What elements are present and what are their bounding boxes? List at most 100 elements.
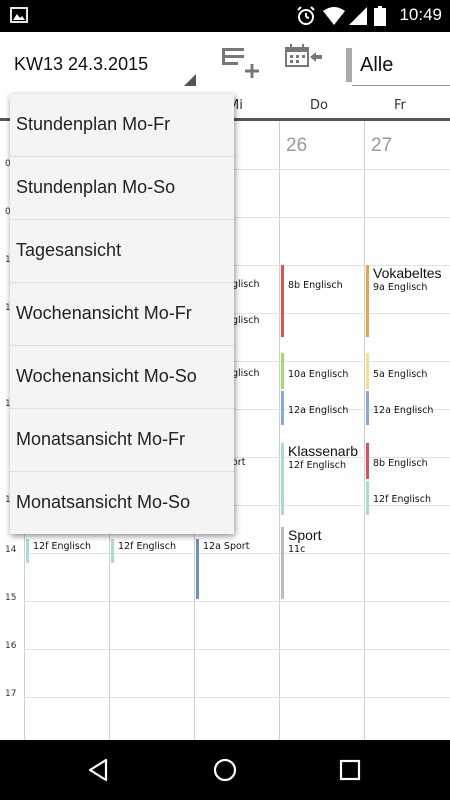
day-name-thu: Do [310,98,328,113]
event-color-bar [366,265,369,337]
home-icon[interactable] [211,756,239,784]
status-bar: 10:49 [0,0,450,32]
event-text: 12f Englisch [373,494,431,505]
event-block[interactable]: Vokabeltes 9a Englisch [366,265,450,337]
menu-item-stundenplan-mo-so[interactable]: Stundenplan Mo-So [10,157,234,220]
hour-label: 1 [5,255,11,265]
hour-label: 17 [5,689,17,699]
event-text: glisch [232,368,260,379]
menu-item-monatsansicht-mo-fr[interactable]: Monatsansicht Mo-Fr [10,409,234,472]
back-icon[interactable] [86,756,114,784]
menu-item-label: Tagesansicht [16,240,122,260]
event-color-bar [366,481,369,515]
grid-row-line [24,409,450,410]
event-block[interactable]: glisch [196,313,278,335]
filter-value: Alle [360,54,394,76]
event-color-bar [281,443,284,515]
menu-item-tagesansicht[interactable]: Tagesansicht [10,220,234,283]
grid-row-line [24,169,450,170]
event-block[interactable]: Klassenarb 12f Englisch [281,443,363,515]
grid-row-line [24,457,450,458]
image-notification-icon [10,7,28,23]
day-name-fri: Fr [394,98,406,113]
toolbar: KW13 24.3.2015 Alle [0,32,450,94]
grid-row-line [24,505,450,506]
event-text: glisch [232,279,260,290]
event-text: 10a Englisch [288,369,349,380]
event-block[interactable]: glisch [196,366,278,388]
battery-icon [374,6,386,26]
menu-item-wochenansicht-mo-so[interactable]: Wochenansicht Mo-So [10,346,234,409]
hour-label: 0 [5,207,11,217]
event-block[interactable]: 12f Englisch [26,539,108,563]
menu-item-stundenplan-mo-fr[interactable]: Stundenplan Mo-Fr [10,94,234,157]
event-block[interactable]: 10a Englisch [281,353,363,389]
event-text: 5a Englisch [373,369,428,380]
view-dropdown-menu: Stundenplan Mo-Fr Stundenplan Mo-So Tage… [10,94,234,534]
event-title: Sport [288,527,322,543]
event-color-bar [281,265,284,337]
event-block[interactable]: ort [196,455,278,477]
event-color-bar [26,539,29,563]
menu-item-label: Monatsansicht Mo-So [16,492,191,512]
event-block[interactable]: Sport 11c [281,527,363,599]
menu-item-label: Wochenansicht Mo-Fr [16,303,192,323]
menu-item-label: Stundenplan Mo-Fr [16,114,171,134]
grid-row-line [24,313,450,314]
event-block[interactable]: 12f Englisch [111,539,193,563]
signal-icon [349,7,367,25]
event-text: 12a Englisch [288,405,349,416]
event-block[interactable]: 12a Englisch [281,391,363,425]
event-text: glisch [232,315,260,326]
event-subtitle: 9a Englisch [373,282,428,293]
clock: 10:49 [399,5,442,24]
event-title: Klassenarb [288,443,359,459]
event-text: 12f Englisch [118,541,176,552]
event-subtitle: 12f Englisch [288,460,346,471]
week-label: KW13 24.3.2015 [14,54,149,74]
hour-label: 0 [5,159,11,169]
event-color-bar [111,539,114,563]
spinner-triangle-icon [184,74,196,86]
event-block[interactable]: 5a Englisch [366,353,450,389]
event-block[interactable]: 12a Englisch [366,391,450,425]
alarm-icon [297,6,315,25]
event-text: 12f Englisch [33,541,91,552]
event-text: 12a Sport [203,541,250,552]
date-number-thu: 26 [286,135,308,156]
wifi-icon [323,7,345,25]
grid-row-line [24,553,450,554]
add-event-icon[interactable] [220,42,262,82]
event-color-bar [281,527,284,599]
event-subtitle: 11c [288,544,306,555]
grid-row-line [24,265,450,266]
goto-today-icon[interactable] [284,42,324,78]
event-color-bar [366,353,369,389]
event-color-bar [281,391,284,425]
hour-label: 15 [5,593,17,603]
event-block[interactable]: 8b Englisch [366,443,450,479]
class-filter-spinner[interactable]: Alle [346,46,450,86]
menu-item-label: Monatsansicht Mo-Fr [16,429,186,449]
event-block[interactable]: 12f Englisch [366,481,450,515]
menu-item-wochenansicht-mo-fr[interactable]: Wochenansicht Mo-Fr [10,283,234,346]
filter-color-bar [346,48,352,82]
grid-row-line [24,697,450,698]
hour-label: 1 [5,495,11,505]
event-block[interactable]: glisch [196,277,278,299]
date-number-fri: 27 [371,135,393,156]
menu-item-monatsansicht-mo-so[interactable]: Monatsansicht Mo-So [10,472,234,535]
event-color-bar [281,353,284,389]
recents-icon[interactable] [336,756,364,784]
hour-label: 16 [5,641,17,651]
view-selector-spinner[interactable]: KW13 24.3.2015 [8,42,200,90]
event-text: 12a Englisch [373,405,434,416]
event-block[interactable]: 12a Sport [196,539,278,599]
event-color-bar [366,391,369,425]
event-block[interactable]: 8b Englisch [281,265,363,337]
menu-item-label: Stundenplan Mo-So [16,177,176,197]
event-title: Vokabeltes [373,265,442,281]
grid-row-line [24,361,450,362]
grid-column-line [364,121,365,740]
filter-underline [352,85,450,86]
